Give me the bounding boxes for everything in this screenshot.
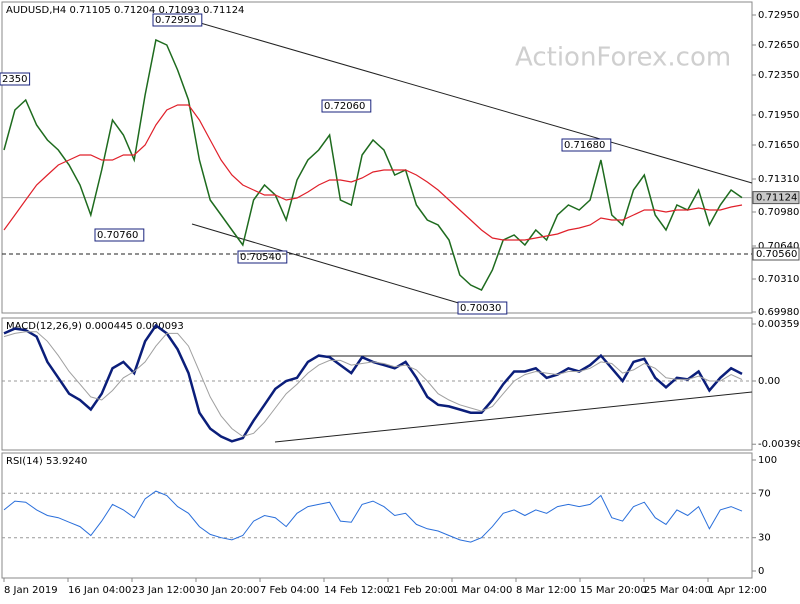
y-tick-label: 0 (758, 566, 764, 577)
macd-panel (1, 317, 753, 451)
x-tick-label: 1 Apr 12:00 (708, 585, 767, 596)
y-tick-label: 70 (758, 488, 771, 499)
y-tick-label: -0.003986 (758, 439, 800, 450)
y-tick-label: 0.70310 (758, 274, 799, 285)
annotation: 0.71680 (564, 140, 605, 151)
series-line (3, 38, 743, 291)
annotation: 0.70540 (240, 252, 281, 263)
series-line (3, 331, 743, 438)
x-tick-label: 8 Jan 2019 (4, 585, 58, 596)
y-tick-label: 0.71310 (758, 174, 799, 185)
y-tick-label: 0.70640 (758, 241, 799, 252)
annotation: 2350 (2, 74, 27, 85)
price-tag (752, 247, 800, 261)
annotation-box (561, 138, 612, 152)
trendline (189, 19, 753, 184)
x-tick-label: 16 Jan 04:00 (68, 585, 131, 596)
x-tick-label: 30 Jan 20:00 (196, 585, 259, 596)
y-tick-label: 30 (758, 533, 771, 544)
y-tick-label: 0.003592 (758, 319, 800, 330)
macd-label: MACD(12,26,9) 0.000445 0.000093 (6, 321, 184, 332)
main-panel (1, 1, 753, 314)
price-tag (752, 191, 800, 205)
annotation: 0.70760 (97, 230, 138, 241)
rsi-label: RSI(14) 53.9240 (6, 456, 87, 467)
trendline (274, 391, 753, 443)
annotation-box (457, 301, 508, 315)
y-tick-label: 0.72350 (758, 70, 799, 81)
x-tick-label: 25 Mar 04:00 (644, 585, 711, 596)
y-tick-label: 0.71950 (758, 110, 799, 121)
annotation-box (0, 72, 31, 86)
y-tick-label: 0.72950 (758, 10, 799, 21)
price-tag-label: 0.71124 (756, 193, 797, 204)
y-tick-label: 0.00 (758, 376, 780, 387)
price-tag-label: 0.70560 (756, 249, 797, 260)
watermark: ActionForex.com (515, 43, 731, 73)
x-tick-label: 7 Feb 04:00 (260, 585, 319, 596)
annotation: 0.72950 (155, 15, 196, 26)
annotation-box (321, 99, 372, 113)
y-tick-label: 0.72650 (758, 40, 799, 51)
x-tick-label: 15 Mar 20:00 (580, 585, 647, 596)
x-tick-label: 21 Feb 20:00 (388, 585, 454, 596)
annotation: 0.72060 (324, 101, 365, 112)
y-tick-label: 100 (758, 455, 777, 466)
chart-title: AUDUSD,H4 0.71105 0.71204 0.71093 0.7112… (6, 5, 244, 16)
x-tick-label: 1 Mar 04:00 (452, 585, 512, 596)
series-line (3, 490, 743, 543)
series-line (3, 104, 743, 241)
x-tick-label: 14 Feb 12:00 (324, 585, 390, 596)
y-tick-label: 0.69980 (758, 307, 799, 318)
rsi-panel (1, 452, 753, 579)
annotation-box (152, 13, 203, 27)
y-tick-label: 0.71650 (758, 140, 799, 151)
annotation: 0.70030 (460, 303, 501, 314)
x-tick-label: 23 Jan 12:00 (132, 585, 195, 596)
annotation-box (94, 228, 145, 242)
y-tick-label: 0.70980 (758, 207, 799, 218)
x-tick-label: 8 Mar 12:00 (516, 585, 576, 596)
